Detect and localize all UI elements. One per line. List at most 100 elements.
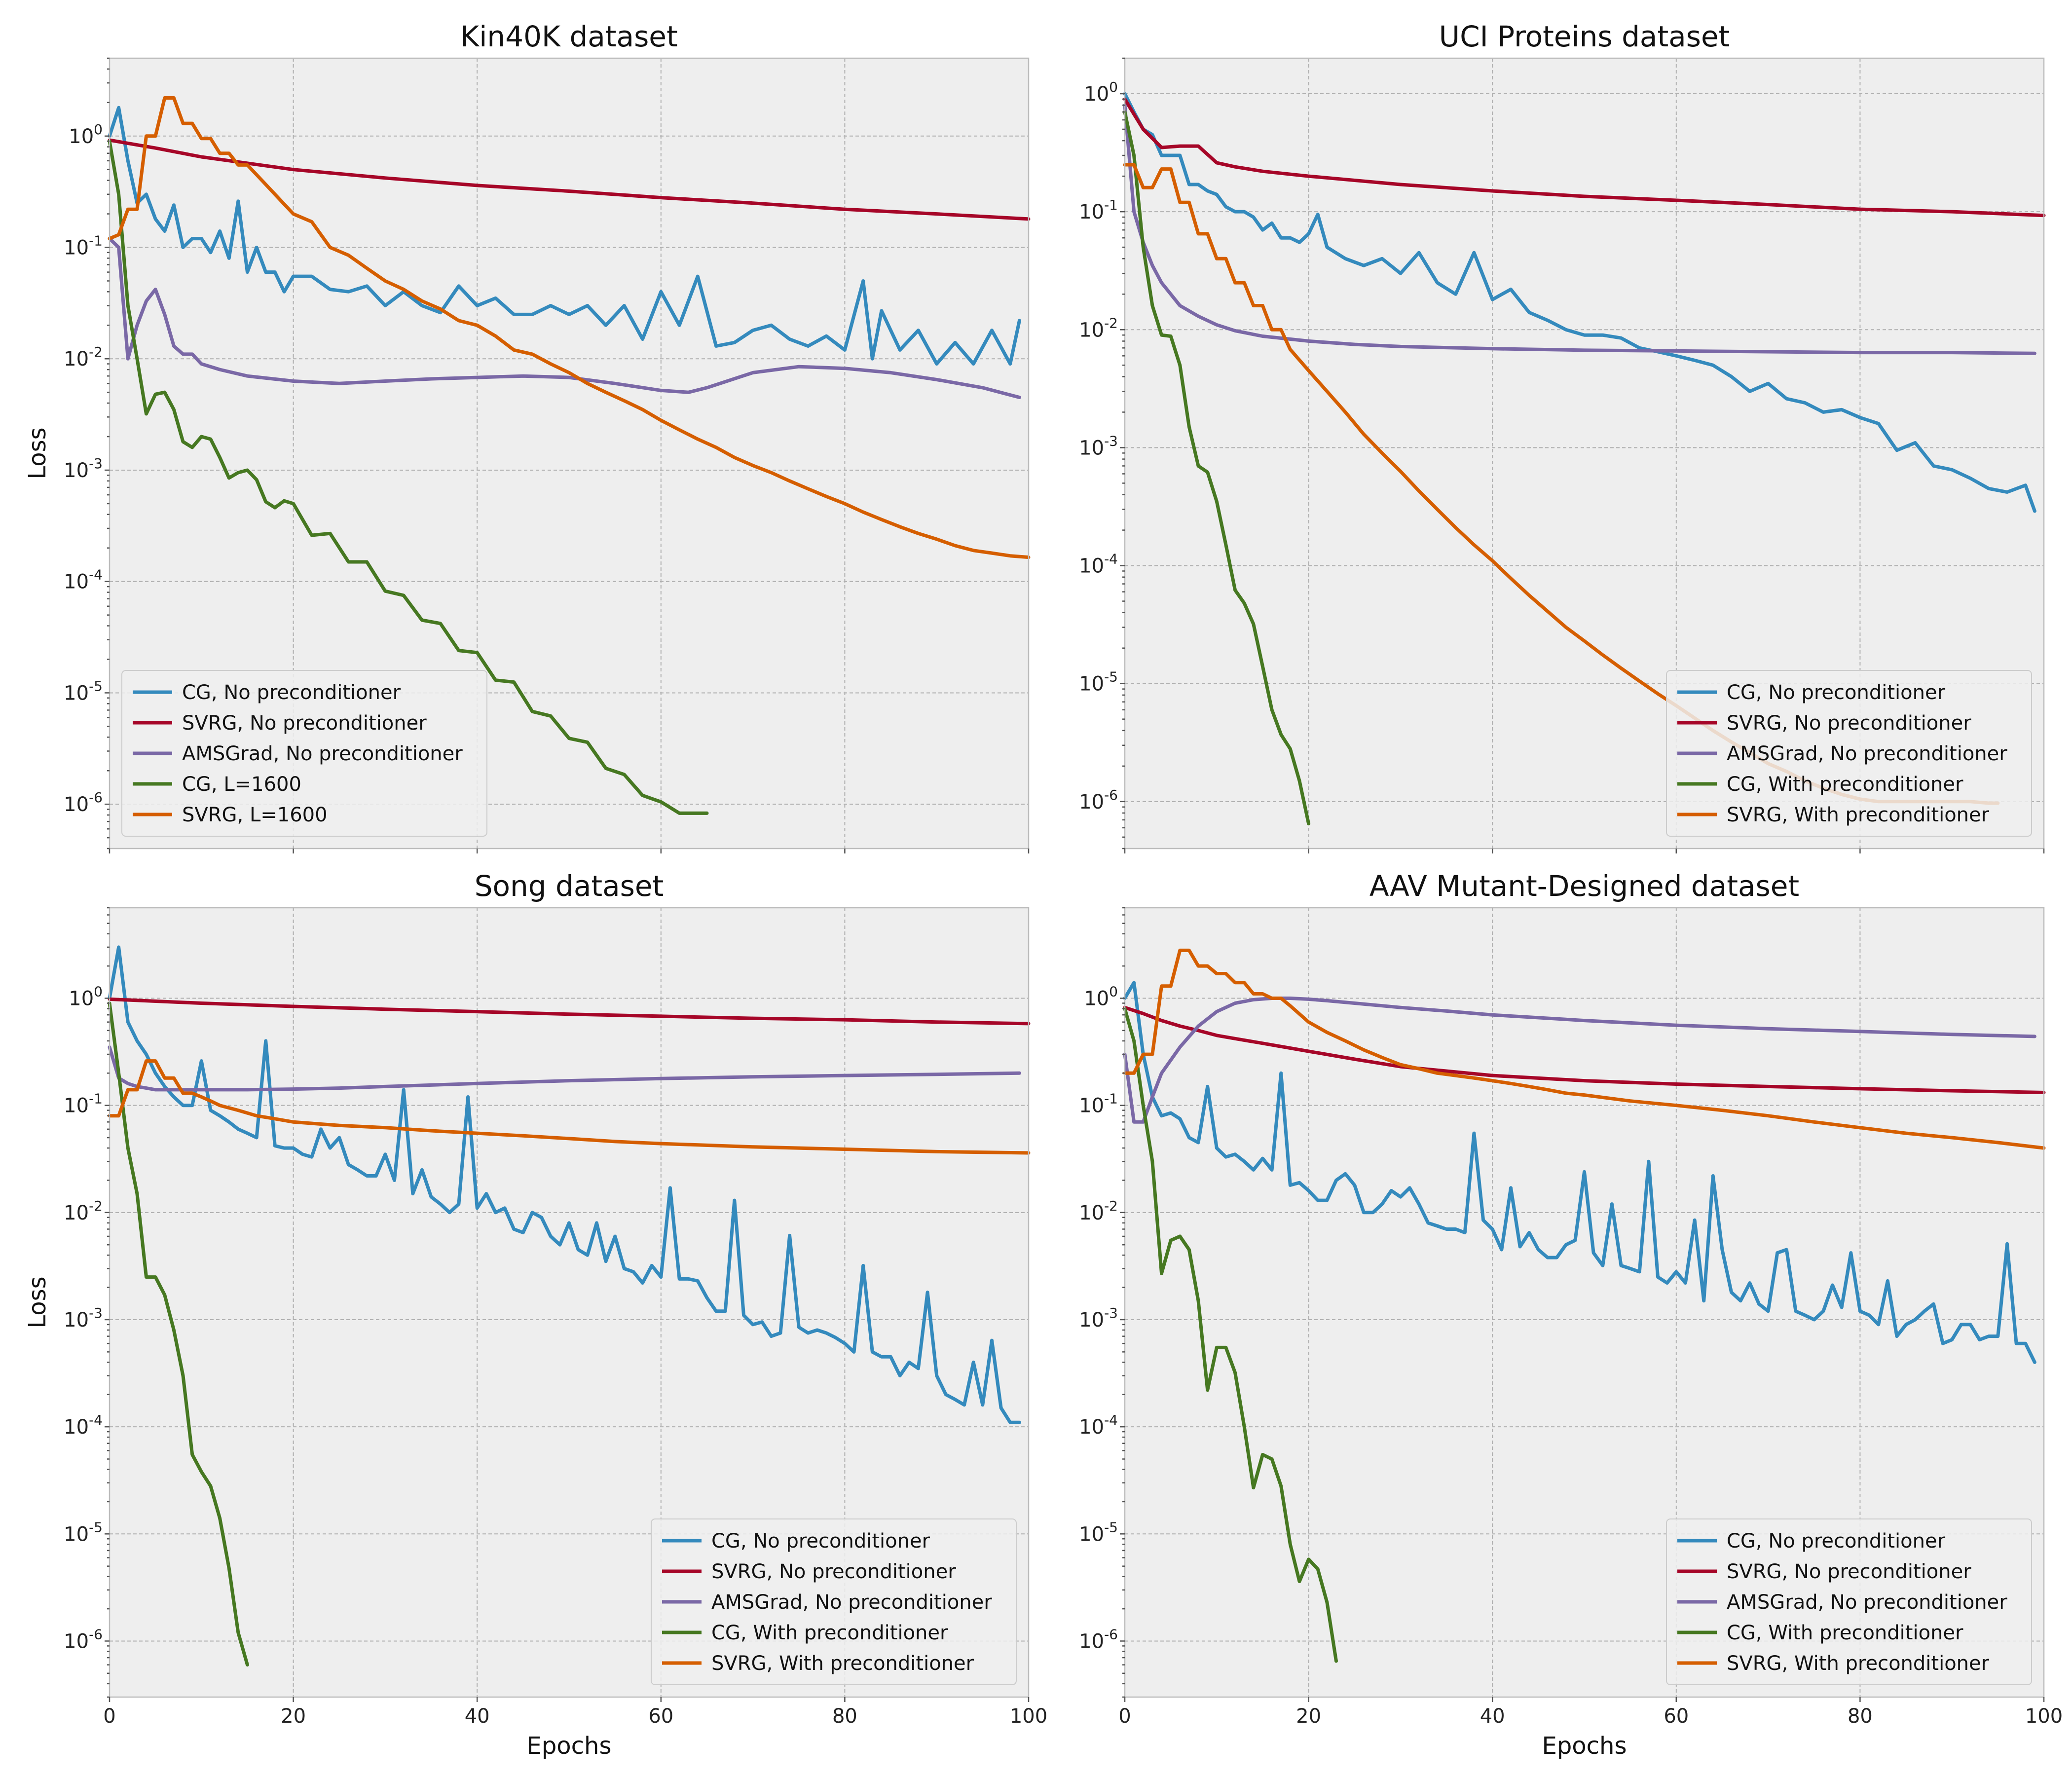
series-line-2	[108, 138, 1031, 221]
x-tick-label: 100	[1010, 1705, 1047, 1728]
series-line-4	[108, 1001, 249, 1667]
y-tick-label: 10-2	[1079, 1198, 1118, 1224]
legend: CG, No preconditioner SVRG, No preconditi…	[651, 1518, 1017, 1685]
legend-entry-2: SVRG, No preconditioner	[182, 712, 427, 735]
legend-box	[121, 670, 487, 837]
series-line-5	[1123, 948, 2046, 1150]
x-tick-label: 40	[1480, 1705, 1505, 1728]
y-tick-label: 10-4	[64, 1412, 103, 1439]
x-tick-label: 40	[465, 1705, 490, 1728]
x-tick-label: 80	[832, 1705, 857, 1728]
y-tick-label: 10-3	[64, 1305, 103, 1332]
subplot-title: AAV Mutant-Designed dataset	[1369, 869, 1799, 903]
plot-frame	[109, 907, 1030, 1698]
legend-entry-5: SVRG, With preconditioner	[1727, 804, 1990, 826]
legend-entry-1: CG, No preconditioner	[711, 1530, 930, 1553]
legend-entry-5: SVRG, With preconditioner	[711, 1652, 974, 1675]
legend-entry-4: CG, L=1600	[182, 773, 301, 796]
legend-entry-3: AMSGrad, No preconditioner	[1727, 742, 2007, 765]
y-tick-label: 10-6	[64, 1626, 103, 1653]
y-tick-label: 10-6	[1079, 787, 1118, 814]
legend-entry-2: SVRG, No preconditioner	[711, 1560, 956, 1583]
subplot-3: 0 20 40 60 80 100 10-6 10-5 10-4 10-3 10-2 10-1 100 S…	[24, 869, 1047, 1760]
y-tick-label: 10-4	[1079, 1412, 1118, 1439]
x-tick-label: 0	[103, 1705, 115, 1728]
series-line-1	[1123, 92, 2036, 513]
series-line-1	[1123, 981, 2036, 1364]
x-tick-label: 0	[1118, 1705, 1131, 1728]
x-tick-label: 60	[1664, 1705, 1689, 1728]
subplot-title: Song dataset	[475, 869, 664, 903]
y-tick-label: 10-5	[64, 1519, 103, 1546]
y-tick-label: 100	[69, 984, 103, 1010]
y-tick-label: 10-1	[64, 233, 103, 259]
legend-entry-1: CG, No preconditioner	[1727, 681, 1946, 704]
y-tick-label: 100	[1084, 984, 1118, 1010]
subplot-title: UCI Proteins dataset	[1439, 20, 1730, 53]
y-tick-label: 10-1	[1079, 1091, 1118, 1117]
series-line-4	[1123, 110, 1311, 826]
x-tick-label: 100	[2025, 1705, 2063, 1728]
legend-box	[1666, 1518, 2032, 1685]
series-line-3	[108, 237, 1021, 399]
y-tick-label: 10-4	[64, 567, 103, 593]
y-tick-label: 10-5	[64, 678, 103, 704]
legend-entry-1: CG, No preconditioner	[182, 681, 401, 704]
y-tick-label: 10-3	[1079, 433, 1118, 459]
series-line-1	[108, 106, 1021, 366]
legend-entry-5: SVRG, With preconditioner	[1727, 1652, 1990, 1675]
y-tick-label: 10-2	[1079, 315, 1118, 341]
legend-entry-2: SVRG, No preconditioner	[1727, 712, 1971, 735]
legend-entry-3: AMSGrad, No preconditioner	[711, 1591, 992, 1614]
x-tick-label: 20	[281, 1705, 306, 1728]
legend-entry-5: SVRG, L=1600	[182, 804, 328, 826]
legend-box	[651, 1518, 1017, 1685]
subplot-1: 10-6 10-5 10-4 10-3 10-2 10-1 100 Kin40K datase…	[24, 20, 1031, 853]
y-tick-label: 10-4	[1079, 551, 1118, 578]
y-tick-label: 10-5	[1079, 669, 1118, 696]
series-line-3	[1123, 103, 2036, 355]
y-tick-label: 10-2	[64, 344, 103, 370]
subplot-2: 10-6 10-5 10-4 10-3 10-2 10-1 100 UCI Proteins …	[1079, 20, 2046, 853]
legend-entry-4: CG, With preconditioner	[711, 1622, 948, 1644]
x-tick-label: 20	[1296, 1705, 1321, 1728]
x-tick-label: 80	[1848, 1705, 1873, 1728]
legend-entry-1: CG, No preconditioner	[1727, 1530, 1946, 1553]
legend-entry-4: CG, With preconditioner	[1727, 773, 1963, 796]
y-tick-label: 10-3	[1079, 1305, 1118, 1332]
y-axis-label: Loss	[24, 1276, 51, 1328]
plot-frame	[109, 57, 1030, 850]
plot-frame	[1124, 907, 2045, 1698]
legend-entry-4: CG, With preconditioner	[1727, 1622, 1963, 1644]
series-line-5	[108, 96, 1031, 559]
series-line-2	[108, 997, 1031, 1026]
subplot-title: Kin40K dataset	[460, 20, 677, 53]
y-tick-label: 10-6	[64, 789, 103, 816]
y-tick-label: 10-5	[1079, 1519, 1118, 1546]
y-tick-label: 10-1	[64, 1091, 103, 1117]
series-line-3	[1123, 997, 2036, 1124]
legend: CG, No preconditioner SVRG, No preconditi…	[121, 670, 487, 837]
y-tick-label: 10-1	[1079, 197, 1118, 223]
y-axis-label: Loss	[24, 427, 51, 479]
legend: CG, No preconditioner SVRG, No preconditi…	[1666, 670, 2032, 837]
series-line-4	[108, 139, 709, 815]
y-tick-label: 10-6	[1079, 1626, 1118, 1653]
legend-entry-2: SVRG, No preconditioner	[1727, 1560, 1971, 1583]
x-axis-label: Epochs	[1542, 1732, 1627, 1760]
legend-box	[1666, 670, 2032, 837]
legend-entry-3: AMSGrad, No preconditioner	[1727, 1591, 2007, 1614]
subplot-4: 0 20 40 60 80 100 10-6 10-5 10-4 10-3 10-2 10-1 100 A…	[1079, 869, 2063, 1760]
y-tick-label: 10-2	[64, 1198, 103, 1224]
series-line-4	[1123, 1007, 1338, 1663]
y-tick-label: 10-3	[64, 455, 103, 482]
series-line-5	[108, 1059, 1031, 1155]
y-tick-label: 100	[1084, 79, 1118, 106]
series-line-2	[1123, 97, 2046, 218]
legend-entry-3: AMSGrad, No preconditioner	[182, 742, 463, 765]
y-tick-label: 100	[69, 121, 103, 148]
x-axis-label: Epochs	[527, 1732, 612, 1760]
legend: CG, No preconditioner SVRG, No preconditi…	[1666, 1518, 2032, 1685]
series-line-2	[1123, 1005, 2046, 1094]
